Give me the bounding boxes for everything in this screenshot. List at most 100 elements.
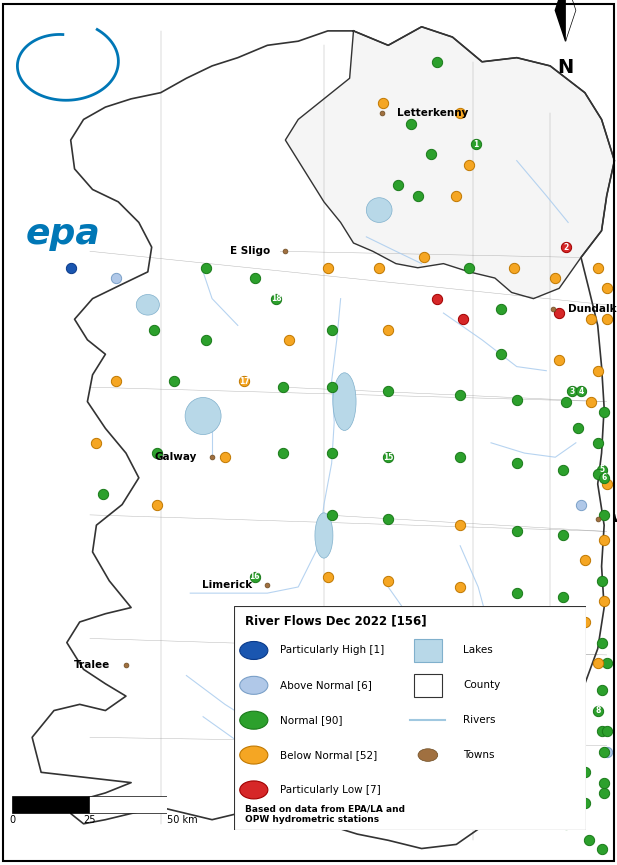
Point — [249, 271, 259, 285]
Ellipse shape — [315, 513, 333, 558]
Text: Cork: Cork — [300, 736, 328, 746]
Point — [297, 703, 307, 717]
Text: N: N — [557, 58, 574, 77]
Ellipse shape — [366, 198, 392, 222]
Point — [455, 730, 465, 744]
Text: Towns: Towns — [463, 750, 495, 760]
Point — [383, 573, 393, 587]
Point — [599, 594, 609, 608]
Point — [426, 148, 436, 162]
FancyBboxPatch shape — [234, 606, 586, 830]
Point — [249, 772, 259, 785]
Point — [599, 776, 609, 790]
Polygon shape — [32, 27, 615, 849]
Point — [301, 648, 311, 662]
Text: Galway: Galway — [154, 452, 197, 462]
Point — [383, 631, 393, 645]
Point — [550, 703, 560, 717]
Text: Rivers: Rivers — [463, 715, 495, 725]
Point — [550, 652, 560, 666]
Point — [554, 306, 564, 320]
Point — [580, 766, 590, 779]
Text: Tralee: Tralee — [74, 660, 110, 670]
Point — [278, 446, 288, 460]
Point — [567, 676, 577, 690]
Point — [558, 739, 568, 753]
Point — [593, 261, 603, 275]
Point — [548, 302, 558, 316]
Text: Limerick: Limerick — [202, 580, 252, 590]
Point — [602, 477, 611, 491]
Point — [597, 573, 607, 587]
Point — [327, 772, 337, 785]
Point — [327, 508, 337, 522]
Point — [452, 636, 462, 650]
Point — [550, 271, 560, 285]
Text: Wicklow: Wicklow — [613, 514, 617, 524]
Text: 1: 1 — [473, 139, 478, 149]
Bar — [89, 796, 167, 813]
Text: Letterkenny: Letterkenny — [397, 108, 468, 119]
Point — [383, 512, 393, 526]
Circle shape — [240, 642, 268, 659]
Text: Lakes: Lakes — [463, 645, 493, 656]
Point — [378, 96, 388, 110]
Point — [576, 384, 586, 398]
Text: 18: 18 — [271, 294, 282, 303]
Text: 50 km: 50 km — [167, 815, 197, 825]
Point — [383, 451, 393, 465]
Point — [201, 333, 210, 347]
Text: 15: 15 — [383, 452, 394, 462]
Text: 8: 8 — [595, 706, 600, 715]
Polygon shape — [285, 27, 615, 298]
FancyBboxPatch shape — [414, 674, 442, 696]
Point — [561, 817, 571, 830]
Text: Based on data from EPA/LA and
OPW hydrometric stations: Based on data from EPA/LA and OPW hydrom… — [245, 804, 405, 823]
Point — [455, 388, 465, 402]
Point — [152, 446, 162, 460]
Point — [368, 697, 378, 711]
Point — [249, 703, 259, 717]
Point — [602, 312, 611, 326]
Point — [593, 703, 603, 717]
Point — [602, 724, 611, 738]
Polygon shape — [566, 0, 576, 42]
Text: Above Normal [6]: Above Normal [6] — [280, 681, 372, 690]
Ellipse shape — [136, 294, 159, 315]
Point — [407, 117, 416, 131]
Point — [407, 766, 416, 779]
Point — [239, 374, 249, 388]
Point — [512, 457, 522, 471]
Text: 5: 5 — [599, 465, 604, 474]
Point — [201, 261, 210, 275]
Bar — [12, 796, 89, 813]
Point — [593, 512, 603, 526]
Point — [220, 451, 230, 465]
Text: 17: 17 — [239, 376, 249, 386]
Point — [452, 189, 462, 202]
Point — [394, 178, 404, 192]
Point — [413, 189, 423, 202]
Point — [377, 106, 387, 120]
Point — [558, 463, 568, 477]
Point — [91, 436, 101, 450]
Point — [327, 323, 337, 336]
Point — [599, 405, 609, 419]
Point — [571, 718, 581, 732]
Text: River Flows Dec 2022 [156]: River Flows Dec 2022 [156] — [245, 614, 426, 627]
Point — [593, 657, 603, 670]
Text: 25: 25 — [83, 815, 96, 825]
Point — [383, 323, 393, 336]
Ellipse shape — [333, 373, 356, 431]
Point — [599, 533, 609, 547]
Text: Normal [90]: Normal [90] — [280, 715, 342, 725]
Point — [383, 384, 393, 398]
Point — [98, 487, 108, 501]
Point — [593, 467, 603, 481]
Point — [496, 766, 506, 779]
Point — [567, 384, 577, 398]
Point — [512, 393, 522, 407]
Text: 2: 2 — [563, 243, 568, 252]
Point — [471, 138, 481, 151]
Point — [323, 261, 333, 275]
